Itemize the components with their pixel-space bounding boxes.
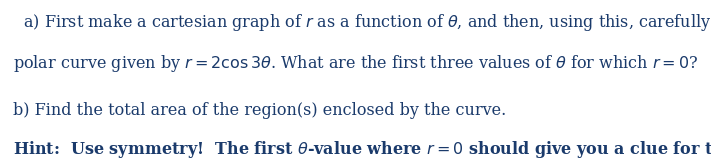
Text: b) Find the total area of the region(s) enclosed by the curve.: b) Find the total area of the region(s) … — [13, 102, 506, 119]
Text: Hint:  Use symmetry!  The first $\theta$-value where $r = 0$ should give you a c: Hint: Use symmetry! The first $\theta$-v… — [13, 139, 711, 160]
Text: polar curve given by $r = 2\cos 3\theta$. What are the first three values of $\t: polar curve given by $r = 2\cos 3\theta$… — [13, 53, 698, 74]
Text: a) First make a cartesian graph of $r$ as a function of $\theta$, and then, usin: a) First make a cartesian graph of $r$ a… — [13, 12, 711, 33]
